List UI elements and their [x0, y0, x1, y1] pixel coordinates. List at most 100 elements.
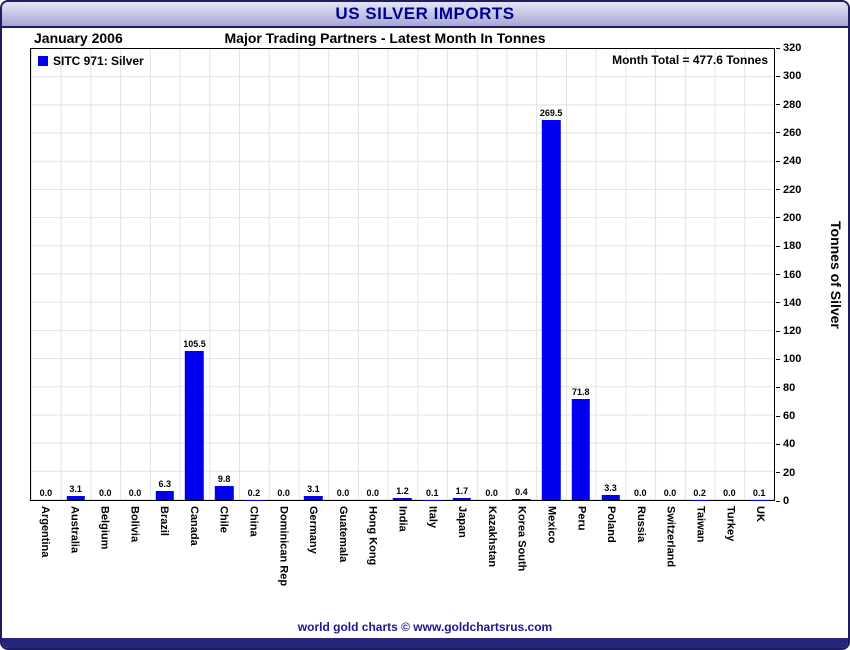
bar-value-label: 0.0: [99, 488, 112, 498]
bar-column: 71.8: [566, 49, 596, 500]
tick-mark: [776, 443, 780, 445]
x-axis-label: Kazakhstan: [485, 506, 498, 568]
tick-mark: [776, 330, 780, 332]
bar-value-label: 105.5: [183, 339, 206, 350]
y-axis-tick: 40: [776, 438, 795, 450]
x-axis-label: India: [396, 506, 409, 532]
bar-value-label: 0.0: [633, 488, 647, 498]
y-axis: 0 20 40 60 80 100 120 140 160 180 200 220 240 260 280 3…: [776, 42, 824, 507]
x-axis-label: Turkey: [724, 506, 737, 542]
tick-mark: [776, 415, 780, 417]
bar-column: 0.0: [358, 49, 388, 500]
title-bar: US SILVER IMPORTS: [2, 2, 848, 28]
x-axis-label: Italy: [426, 506, 439, 529]
bar-value-label: 0.2: [247, 487, 261, 498]
y-axis-tick: 80: [776, 382, 795, 394]
y-axis-tick: 200: [776, 212, 801, 224]
tick-label: 100: [783, 353, 802, 366]
bar: [393, 498, 412, 500]
chart-subtitle: Major Trading Partners - Latest Month In…: [224, 30, 546, 46]
bar-value-label: 0.0: [336, 488, 350, 498]
y-axis-tick: 0: [776, 495, 789, 507]
legend-swatch-icon: [38, 56, 48, 66]
bar: [601, 495, 620, 500]
period-label: January 2006: [34, 30, 123, 46]
bar-value-label: 0.1: [752, 487, 766, 498]
footer-credit: world gold charts © www.goldchartsrus.co…: [297, 620, 553, 634]
x-axis-label: Argentina: [38, 506, 51, 558]
bar-column: 0.0: [715, 49, 745, 500]
bar-value-label: 269.5: [539, 108, 563, 119]
bar-value-label: 1.7: [455, 485, 469, 496]
tick-mark: [776, 132, 780, 134]
bar-column: 3.1: [61, 49, 91, 500]
y-axis-tick: 180: [776, 240, 801, 252]
tick-label: 320: [783, 42, 802, 54]
y-axis-tick: 320: [776, 42, 801, 54]
bar-value-label: 3.1: [69, 483, 82, 494]
tick-label: 240: [783, 155, 802, 168]
chart-subheader: January 2006 Major Trading Partners - La…: [2, 30, 848, 48]
tick-label: 80: [783, 381, 796, 394]
x-axis-label: Hong Kong: [366, 506, 379, 566]
x-axis-label: Germany: [307, 506, 320, 554]
bar-column: 3.1: [298, 49, 328, 500]
y-axis-title: Tonnes of Silver: [828, 220, 844, 329]
bar-column: 0.0: [328, 49, 358, 500]
bar-value-label: 0.0: [663, 488, 677, 498]
bar-value-label: 6.3: [158, 479, 171, 490]
bar-column: 0.4: [507, 49, 537, 500]
x-axis-labels: Argentina Australia Belgium Bolivia Brazil Ca…: [30, 503, 775, 613]
bar-column: 0.0: [31, 49, 61, 500]
month-total-label: Month Total = 477.6 Tonnes: [612, 53, 768, 67]
bar-value-label: 1.2: [396, 486, 409, 497]
x-axis-label: Russia: [634, 506, 647, 543]
legend: SITC 971: Silver: [38, 54, 144, 68]
tick-mark: [776, 47, 780, 49]
tick-label: 220: [783, 183, 802, 196]
tick-label: 0: [783, 495, 790, 507]
tick-label: 20: [783, 466, 796, 479]
x-axis-label: Mexico: [545, 506, 558, 544]
bar: [541, 120, 561, 500]
y-axis-tick: 260: [776, 127, 801, 139]
tick-mark: [776, 302, 780, 304]
bar-column: 0.2: [685, 49, 715, 500]
tick-mark: [776, 189, 780, 191]
tick-label: 300: [783, 70, 802, 83]
x-axis-label: Poland: [605, 506, 618, 543]
bottom-bar: [2, 638, 848, 648]
tick-label: 140: [783, 296, 802, 309]
tick-mark: [776, 75, 780, 77]
tick-mark: [776, 217, 780, 219]
bar-column: 0.2: [239, 49, 269, 500]
tick-mark: [776, 160, 780, 162]
x-axis-label: Dominican Rep: [277, 506, 290, 587]
bar-column: 0.1: [744, 49, 774, 500]
x-axis-label: Chile: [217, 506, 230, 533]
bar-column: 269.5: [536, 49, 566, 500]
bar-column: 3.3: [596, 49, 626, 500]
tick-label: 120: [783, 325, 802, 338]
plot-area: SITC 971: Silver Month Total = 477.6 Ton…: [30, 48, 775, 501]
page-title: US SILVER IMPORTS: [335, 4, 515, 23]
x-axis-label: Australia: [68, 506, 81, 554]
bar-column: 1.2: [388, 49, 418, 500]
bar-value-label: 0.4: [515, 487, 528, 498]
legend-label: SITC 971: Silver: [53, 54, 144, 68]
x-axis-label: Brazil: [158, 506, 171, 536]
bar: [512, 499, 531, 500]
tick-mark: [776, 245, 780, 247]
x-axis-label: Bolivia: [128, 506, 141, 543]
x-axis-label: China: [247, 506, 260, 537]
bar-value-label: 71.8: [572, 386, 590, 397]
x-axis-label: Japan: [456, 506, 469, 538]
bar-value-label: 9.8: [217, 474, 231, 485]
x-axis-label: UK: [754, 506, 767, 522]
bar-column: 0.0: [477, 49, 507, 500]
bar-value-label: 0.0: [277, 488, 290, 498]
bar-value-label: 3.3: [604, 483, 617, 494]
y-axis-tick: 300: [776, 70, 801, 82]
tick-mark: [776, 472, 780, 474]
bar-column: 0.0: [90, 49, 120, 500]
